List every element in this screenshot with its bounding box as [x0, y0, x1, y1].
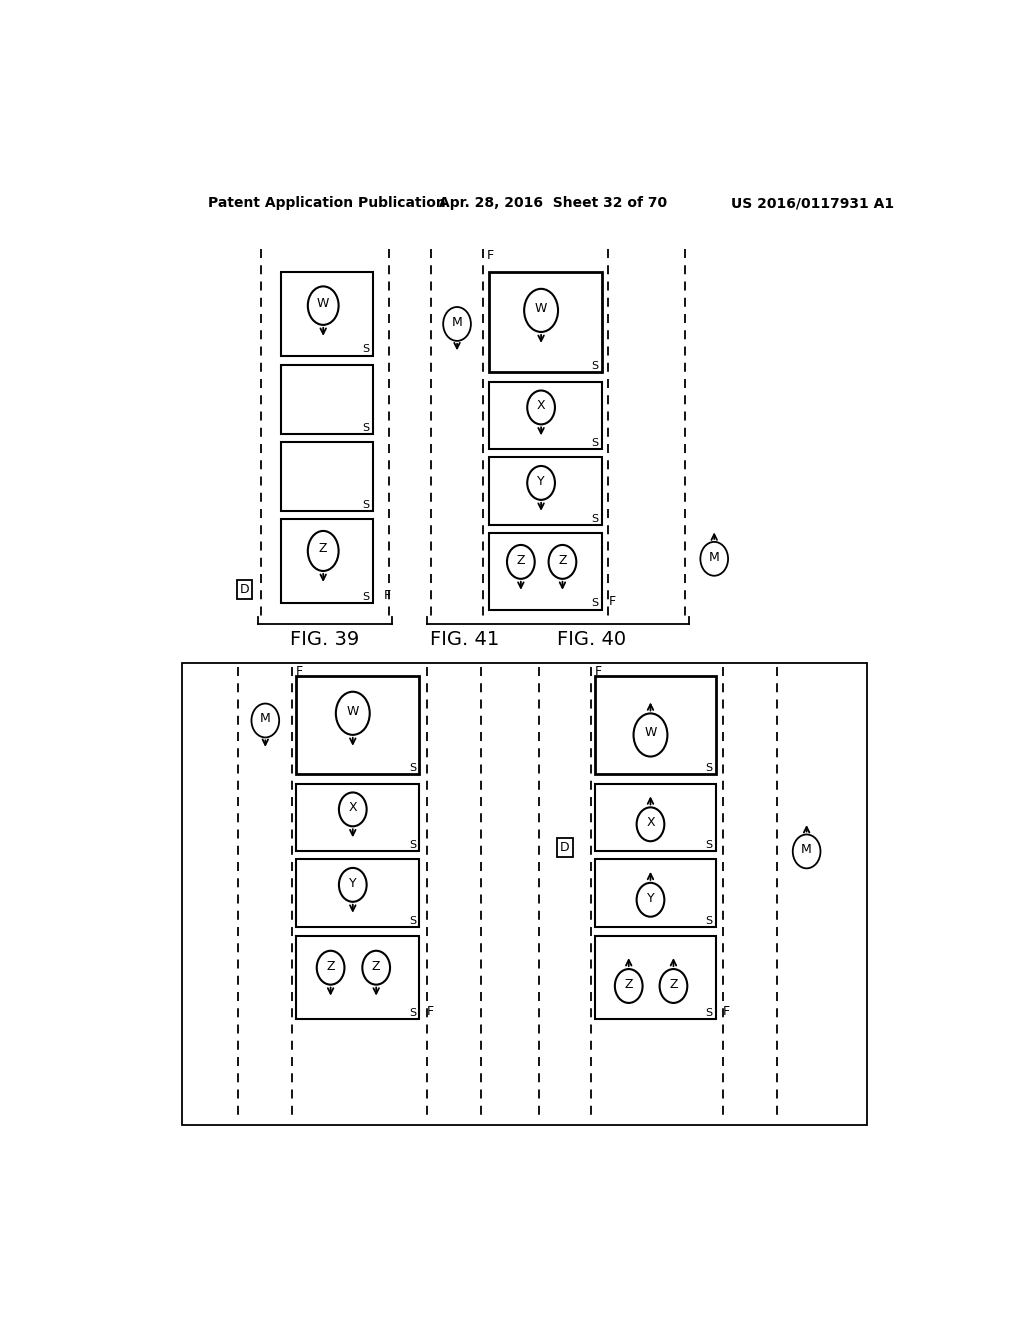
Bar: [296, 859, 419, 927]
Text: X: X: [537, 399, 546, 412]
Text: S: S: [362, 500, 370, 510]
Text: Z: Z: [670, 978, 678, 991]
Text: S: S: [409, 841, 416, 850]
Bar: [489, 272, 602, 372]
Text: S: S: [591, 513, 598, 524]
Bar: [296, 676, 419, 775]
Text: US 2016/0117931 A1: US 2016/0117931 A1: [731, 197, 894, 210]
Bar: [281, 442, 373, 511]
Text: S: S: [362, 345, 370, 354]
Text: M: M: [452, 315, 463, 329]
Bar: [281, 364, 373, 434]
Text: M: M: [260, 713, 270, 725]
Text: X: X: [348, 801, 357, 814]
Text: X: X: [646, 816, 654, 829]
Text: FIG. 39: FIG. 39: [290, 630, 359, 649]
Text: Z: Z: [625, 978, 633, 991]
Text: F: F: [609, 595, 616, 609]
Text: S: S: [591, 598, 598, 609]
Text: D: D: [240, 583, 249, 597]
Bar: [489, 457, 602, 525]
Text: Y: Y: [647, 891, 654, 904]
Text: F: F: [723, 1005, 730, 1018]
Bar: [595, 784, 716, 851]
Text: F: F: [427, 1005, 433, 1018]
Text: W: W: [535, 302, 547, 314]
Bar: [489, 381, 602, 449]
Text: S: S: [706, 841, 713, 850]
Text: F: F: [486, 249, 494, 261]
Text: F: F: [383, 589, 390, 602]
Text: Y: Y: [538, 475, 545, 487]
Bar: [296, 784, 419, 851]
Text: D: D: [560, 841, 569, 854]
Text: S: S: [409, 1008, 416, 1018]
Text: S: S: [409, 763, 416, 774]
Bar: [489, 533, 602, 610]
Bar: [595, 676, 716, 775]
Text: W: W: [317, 297, 330, 310]
Text: M: M: [801, 843, 812, 857]
Bar: [281, 272, 373, 355]
Text: S: S: [591, 362, 598, 371]
Text: Z: Z: [558, 553, 566, 566]
Text: Apr. 28, 2016  Sheet 32 of 70: Apr. 28, 2016 Sheet 32 of 70: [438, 197, 667, 210]
Bar: [595, 936, 716, 1019]
Text: S: S: [706, 1008, 713, 1018]
Text: S: S: [362, 593, 370, 602]
Bar: [296, 936, 419, 1019]
Text: S: S: [362, 422, 370, 433]
Text: S: S: [409, 916, 416, 925]
Text: M: M: [709, 550, 720, 564]
Text: Z: Z: [372, 960, 381, 973]
Bar: [595, 859, 716, 927]
Text: S: S: [706, 763, 713, 774]
Text: Z: Z: [516, 553, 525, 566]
Text: W: W: [346, 705, 359, 718]
Text: Z: Z: [327, 960, 335, 973]
Bar: [281, 519, 373, 603]
Text: S: S: [591, 438, 598, 449]
Text: FIG. 40: FIG. 40: [557, 630, 627, 649]
Bar: [182, 663, 867, 1125]
Text: FIG. 41: FIG. 41: [430, 630, 500, 649]
Text: F: F: [296, 665, 303, 678]
Text: Y: Y: [349, 876, 356, 890]
Text: W: W: [644, 726, 656, 739]
Text: Z: Z: [318, 543, 328, 556]
Text: F: F: [595, 665, 602, 678]
Text: S: S: [706, 916, 713, 925]
Text: Patent Application Publication: Patent Application Publication: [208, 197, 445, 210]
